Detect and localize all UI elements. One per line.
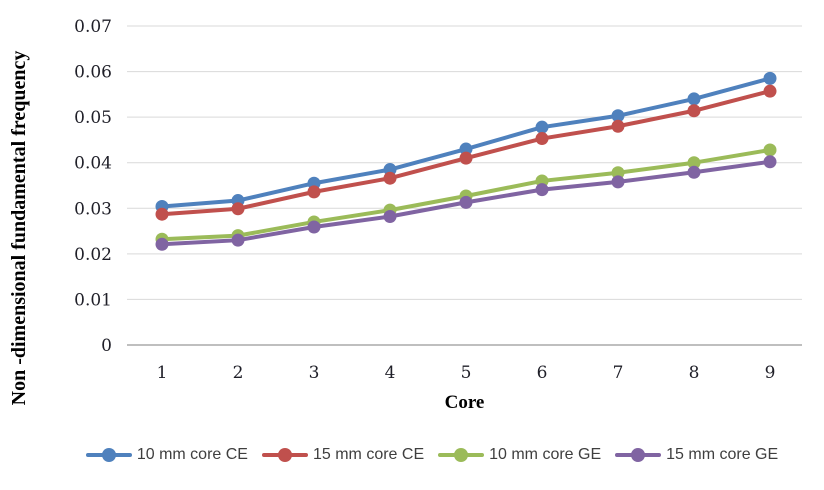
legend-dot-icon [101,448,116,462]
x-tick-label: 7 [613,363,624,383]
data-point-marker-15-mm-core-ge [155,237,169,251]
x-tick-label: 2 [233,363,244,383]
data-point-marker-15-mm-core-ce [307,185,321,199]
y-tick-label: 0.01 [74,290,112,310]
data-point-marker-10-mm-core-ce [459,142,473,156]
legend-dot-icon [454,448,469,462]
legend-marker-icon [261,448,308,462]
x-tick-label: 1 [157,363,168,383]
y-tick-label: 0.06 [74,63,112,83]
legend-label: 15 mm core CE [312,446,425,463]
data-point-marker-10-mm-core-ce [763,71,777,85]
legend-label: 10 mm core GE [489,446,602,463]
legend-marker-icon [438,448,485,462]
y-tick-label: 0.07 [74,17,112,37]
data-point-marker-15-mm-core-ge [763,155,777,169]
data-point-marker-15-mm-core-ce [535,132,549,146]
legend-label: 10 mm core CE [136,446,248,463]
data-point-marker-15-mm-core-ge [687,165,701,179]
data-point-marker-15-mm-core-ce [383,171,397,185]
legend-dot-icon [631,448,646,462]
data-point-marker-15-mm-core-ge [459,195,473,209]
data-point-marker-15-mm-core-ce [155,207,169,221]
data-point-marker-15-mm-core-ge [383,209,397,223]
legend-marker-icon [615,448,662,462]
data-point-marker-15-mm-core-ge [231,233,245,247]
legend-marker-icon [85,448,132,462]
x-tick-label: 3 [309,363,320,383]
legend-item-10-mm-core-ge: 10 mm core GE [438,446,601,464]
legend-item-15-mm-core-ce: 15 mm core CE [261,446,425,464]
data-point-marker-10-mm-core-ge [763,143,777,157]
data-point-marker-10-mm-core-ce [687,92,701,106]
data-point-marker-15-mm-core-ce [611,119,625,133]
y-tick-label: 0.05 [74,108,112,128]
legend-label: 15 mm core GE [666,446,779,463]
y-tick-label: 0.02 [74,245,112,265]
data-point-marker-10-mm-core-ge [611,166,625,180]
data-point-marker-10-mm-core-ce [611,109,625,123]
data-point-marker-10-mm-core-ge [687,156,701,170]
x-tick-label: 5 [461,363,472,383]
data-point-marker-15-mm-core-ce [763,84,777,98]
data-point-marker-15-mm-core-ge [535,183,549,197]
y-tick-label: 0.03 [74,199,112,219]
data-point-marker-10-mm-core-ce [535,120,549,134]
legend: 10 mm core CE 15 mm core CE 10 mm core GE 1… [40,444,824,466]
data-point-marker-15-mm-core-ce [459,151,473,165]
data-point-marker-15-mm-core-ce [231,202,245,216]
x-tick-label: 9 [765,363,776,383]
y-axis-title: Non -dimensional fundamental frequency [8,50,30,406]
y-tick-label: 0 [101,336,112,356]
series-line-10-mm-core-ce [160,76,772,209]
data-point-marker-15-mm-core-ge [307,220,321,234]
y-tick-label: 0.04 [74,154,112,174]
data-point-marker-15-mm-core-ge [611,175,625,189]
data-point-marker-15-mm-core-ce [687,104,701,118]
plot-area: 0 0.01 0.02 0.03 0.04 0.05 0.06 0.07 1 2 3 4 5 6 7 8 9 [74,17,802,383]
x-axis-title: Core [444,392,485,413]
x-tick-label: 8 [689,363,700,383]
x-tick-label: 6 [537,363,548,383]
legend-item-10-mm-core-ce: 10 mm core CE [85,446,248,464]
x-tick-label: 4 [385,363,396,383]
legend-item-15-mm-core-ge: 15 mm core GE [615,446,778,464]
legend-dot-icon [277,448,292,462]
